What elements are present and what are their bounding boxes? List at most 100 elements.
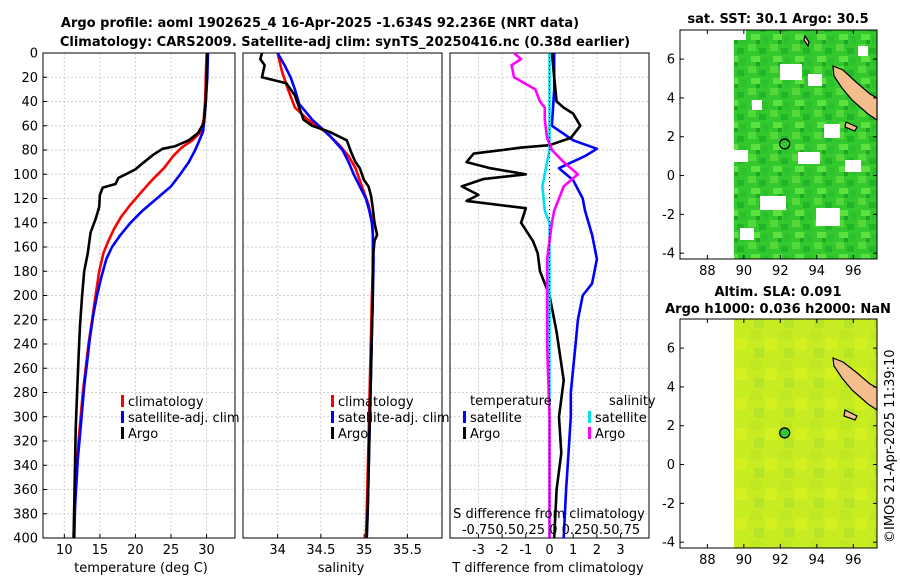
sla-map-border xyxy=(679,318,878,549)
legend-swatch-climatology xyxy=(331,395,334,407)
legend-climatology: climatology xyxy=(338,395,414,410)
y-tick-label: 140 xyxy=(13,216,38,231)
series-line-satellite-t- xyxy=(550,53,599,539)
x-tick-label: 34.5 xyxy=(306,543,335,558)
map-y-tick-label: 6 xyxy=(667,53,675,68)
map-y-tick-label: 0 xyxy=(667,458,675,473)
series-line-argo-s- xyxy=(510,52,580,538)
x-tick-label: 35 xyxy=(356,543,373,558)
series-line-argo xyxy=(72,52,209,539)
y-tick-label: 60 xyxy=(21,119,38,134)
map-x-tick-label: 92 xyxy=(772,264,789,279)
x-tick-label: 30 xyxy=(198,543,215,558)
x-tick-label: 20 xyxy=(127,543,144,558)
map-y-tick-label: 6 xyxy=(667,342,675,357)
sst-island xyxy=(803,34,810,48)
map-x-tick-label: 88 xyxy=(699,264,716,279)
x-tick-label: 1 xyxy=(569,543,577,558)
sal-legend: climatology satellite-adj. clim Argo xyxy=(331,395,450,442)
legend-swatch-argo xyxy=(121,427,124,439)
legend-argo-t: Argo xyxy=(470,427,500,442)
x-tick-label: 34 xyxy=(269,543,286,558)
copyright-stamp: ©IMOS 21-Apr-2025 11:39:10 xyxy=(883,349,898,543)
x-tick-label: 15 xyxy=(92,543,109,558)
y-tick-label: 300 xyxy=(13,410,38,425)
map-x-tick-label: 94 xyxy=(809,264,826,279)
map-y-tick-label: -2 xyxy=(662,497,675,512)
x-tick-label: 2 xyxy=(593,543,601,558)
y-tick-label: 220 xyxy=(13,313,38,328)
x-tick-label: -3 xyxy=(472,543,485,558)
sst-map-border xyxy=(679,29,878,260)
x-tick-label: 3 xyxy=(616,543,624,558)
series-line-argo xyxy=(258,52,379,539)
map-x-tick-label: 96 xyxy=(845,264,862,279)
y-tick-label: 0 xyxy=(30,47,38,62)
map-y-tick-label: 2 xyxy=(667,130,675,145)
y-tick-label: 260 xyxy=(13,362,38,377)
x-tick-label: 0 xyxy=(545,543,553,558)
difference-panel: -3 -2 -1 0 1 2 3 xyxy=(449,52,650,558)
y-tick-label: 100 xyxy=(13,168,38,183)
map-y-tick-label: 4 xyxy=(667,380,675,395)
figure-title-line2: Climatology: CARS2009. Satellite-adj cli… xyxy=(60,35,630,50)
map-y-tick-label: 2 xyxy=(667,419,675,434)
s-diff-axis-label: S difference from climatology xyxy=(453,507,645,522)
salinity-panel: 34 34.5 35 35.5 xyxy=(242,52,443,558)
sla-argo-marker xyxy=(779,427,791,439)
map-x-tick-label: 90 xyxy=(736,264,753,279)
legend-satellite-adj: satellite-adj. clim xyxy=(338,411,450,426)
sst-island-2 xyxy=(844,121,858,132)
legend-temperature-heading: temperature xyxy=(470,394,552,409)
y-tick-label: 40 xyxy=(21,95,38,110)
y-tick-label: 380 xyxy=(13,507,38,522)
y-tick-label: 80 xyxy=(21,144,38,159)
sla-map-title-line2: Argo h1000: 0.036 h2000: NaN xyxy=(665,302,891,317)
series-line-satellite-adj-clim xyxy=(73,52,210,539)
map-x-tick-label: 94 xyxy=(809,553,826,568)
plot-frame xyxy=(242,52,443,539)
x-tick-label: 35.5 xyxy=(393,543,422,558)
y-tick-label: 400 xyxy=(13,532,38,547)
y-tick-label: 360 xyxy=(13,483,38,498)
legend-climatology: climatology xyxy=(128,395,204,410)
figure-title-line1: Argo profile: aoml 1902625_4 16-Apr-2025… xyxy=(61,16,579,31)
legend-satellite-t: satellite xyxy=(470,411,522,426)
series-line-argo-t- xyxy=(460,52,582,539)
y-tick-label: 280 xyxy=(13,386,38,401)
y-tick-label: 340 xyxy=(13,459,38,474)
map-x-tick-label: 96 xyxy=(845,553,862,568)
y-tick-label: 240 xyxy=(13,338,38,353)
y-tick-label: 160 xyxy=(13,241,38,256)
sla-field xyxy=(734,319,877,548)
map-y-tick-label: -4 xyxy=(662,247,675,262)
map-y-tick-label: 4 xyxy=(667,91,675,106)
legend-swatch-satellite-s xyxy=(588,411,591,423)
legend-satellite-s: satellite xyxy=(595,411,647,426)
legend-swatch-climatology xyxy=(121,395,124,407)
diff-xlabel: T difference from climatology xyxy=(451,561,644,576)
temperature-panel: 10 15 20 25 30020406080100120140160180200220… xyxy=(13,47,236,558)
legend-argo: Argo xyxy=(128,427,158,442)
sst-field xyxy=(734,30,877,259)
y-tick-label: 120 xyxy=(13,192,38,207)
temp-legend: climatology satellite-adj. clim Argo xyxy=(121,395,240,442)
legend-argo-s: Argo xyxy=(595,427,625,442)
legend-swatch-satellite-t xyxy=(463,411,466,423)
diff-legend: temperature salinity satellite Argo sate… xyxy=(463,394,656,442)
y-tick-label: 20 xyxy=(21,71,38,86)
sla-map: Altim. SLA: 0.091 Argo h1000: 0.036 h200… xyxy=(662,285,891,568)
map-x-tick-label: 92 xyxy=(772,553,789,568)
legend-satellite-adj: satellite-adj. clim xyxy=(128,411,240,426)
legend-swatch-satellite xyxy=(121,411,124,423)
legend-salinity-heading: salinity xyxy=(609,394,656,409)
sst-cloud-gaps xyxy=(734,30,868,240)
sla-island xyxy=(843,409,858,421)
y-tick-label: 320 xyxy=(13,435,38,450)
x-tick-label: 25 xyxy=(163,543,180,558)
map-x-tick-label: 90 xyxy=(736,553,753,568)
temp-xlabel: temperature (deg C) xyxy=(74,561,208,576)
sst-map-title: sat. SST: 30.1 Argo: 30.5 xyxy=(687,12,868,27)
sst-argo-marker xyxy=(779,138,791,150)
